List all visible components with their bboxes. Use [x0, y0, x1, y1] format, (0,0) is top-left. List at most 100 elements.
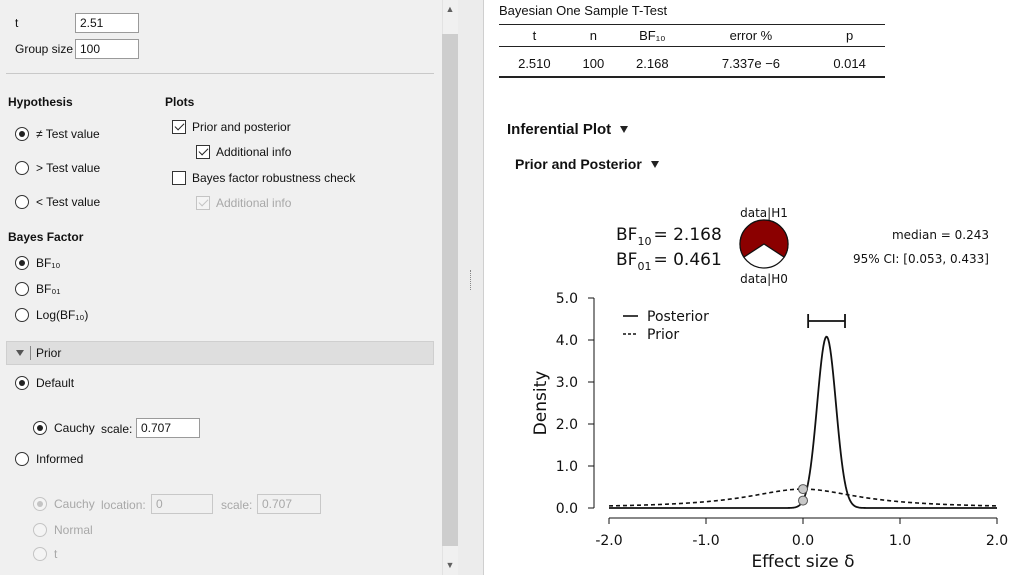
radio-indicator[interactable] [33, 523, 47, 537]
y-tick-label: 3.0 [556, 375, 578, 391]
divider [6, 73, 434, 74]
radio-label: < Test value [36, 195, 101, 209]
t-distribution-radio[interactable]: t [33, 547, 57, 561]
prior-posterior-checkbox[interactable]: Prior and posterior [172, 120, 291, 134]
checkbox-indicator[interactable] [196, 145, 210, 159]
dropdown-arrow-icon[interactable] [620, 126, 629, 133]
radio-label: BF₁₀ [36, 256, 61, 270]
y-tick-label: 4.0 [556, 333, 578, 349]
location-label: location: [101, 498, 146, 512]
radio-label: Informed [36, 452, 84, 466]
y-tick-label: 2.0 [556, 417, 578, 433]
bayes-factor-title: Bayes Factor [8, 230, 84, 244]
normal-radio[interactable]: Normal [33, 523, 93, 537]
options-panel: t Group size Hypothesis ≠ Test value > T… [0, 0, 442, 575]
bf10-radio[interactable]: BF₁₀ [15, 256, 60, 270]
scroll-down-icon[interactable]: ▼ [445, 560, 455, 570]
radio-label: Log(BF₁₀) [36, 308, 89, 322]
prior-section-header[interactable]: Prior [6, 341, 434, 365]
hypothesis-greater-radio[interactable]: > Test value [15, 161, 100, 175]
hypothesis-not-equal-radio[interactable]: ≠ Test value [15, 127, 100, 141]
additional-info-checkbox[interactable]: Additional info [196, 145, 291, 159]
radio-indicator[interactable] [33, 547, 47, 561]
checkbox-label: Bayes factor robustness check [192, 171, 356, 185]
column-header: n [569, 24, 617, 47]
checkbox-label: Additional info [216, 196, 292, 210]
panel-splitter[interactable] [458, 0, 484, 575]
robustness-additional-info-checkbox[interactable]: Additional info [196, 196, 291, 210]
prior-density-line [608, 488, 998, 507]
y-tick-label: 0.0 [556, 501, 578, 517]
scroll-up-icon[interactable]: ▲ [445, 4, 455, 14]
radio-label: Normal [54, 523, 93, 537]
robustness-checkbox[interactable]: Bayes factor robustness check [172, 171, 355, 185]
x-tick-label: -2.0 [595, 533, 622, 549]
radio-label: ≠ Test value [36, 127, 100, 141]
column-header: p [814, 24, 885, 47]
radio-indicator[interactable] [33, 421, 47, 435]
informed-scale-label: scale: [221, 498, 253, 512]
prior-cauchy-radio[interactable]: Cauchy [33, 421, 95, 435]
results-table: t n BF₁₀ error % p 2.510 100 2.168 7.337… [499, 24, 885, 78]
heading-label: Inferential Plot [507, 121, 612, 138]
plots-title: Plots [165, 95, 195, 109]
informed-cauchy-radio[interactable]: Cauchy [33, 497, 95, 511]
column-header: error % [687, 24, 815, 47]
radio-indicator[interactable] [15, 282, 29, 296]
table-title: Bayesian One Sample T-Test [499, 3, 668, 18]
y-ticks: 0.0 1.0 2.0 3.0 4.0 5.0 [556, 291, 594, 517]
location-input[interactable] [151, 494, 213, 514]
hypothesis-title: Hypothesis [8, 95, 73, 109]
scale-input[interactable] [136, 418, 200, 438]
y-tick-label: 5.0 [556, 291, 578, 307]
table-row: 2.510 100 2.168 7.337e −6 0.014 [499, 46, 885, 78]
checkbox-indicator[interactable] [172, 120, 186, 134]
t-input[interactable] [75, 13, 139, 33]
prior-posterior-plot: BF10 = 2.168 BF01 = 0.461 data|H1 data|H0 … [531, 206, 1008, 572]
pie-slice-h1 [739, 219, 789, 258]
radio-indicator[interactable] [15, 127, 29, 141]
inferential-plot-heading[interactable]: Inferential Plot [507, 121, 629, 138]
radio-label: BF₀₁ [36, 282, 61, 296]
dropdown-arrow-icon[interactable] [650, 160, 659, 168]
y-axis-label: Density [531, 371, 551, 436]
bf01-radio[interactable]: BF₀₁ [15, 282, 60, 296]
x-tick-label: 0.0 [792, 533, 814, 549]
hypothesis-less-radio[interactable]: < Test value [15, 195, 100, 209]
group-size-label: Group size [15, 42, 74, 56]
table-cell: 2.168 [616, 46, 688, 78]
checkbox-indicator[interactable] [196, 196, 210, 210]
table-header-row: t n BF₁₀ error % p [499, 24, 885, 47]
prior-informed-radio[interactable]: Informed [15, 452, 83, 466]
informed-scale-input[interactable] [257, 494, 321, 514]
radio-indicator[interactable] [15, 161, 29, 175]
collapse-triangle-icon[interactable] [16, 350, 24, 356]
scrollbar-thumb[interactable] [442, 34, 458, 546]
x-tick-label: 1.0 [889, 533, 911, 549]
radio-indicator[interactable] [15, 195, 29, 209]
radio-indicator[interactable] [15, 376, 29, 390]
radio-label: Cauchy [54, 421, 95, 435]
prior-header-label: Prior [36, 346, 62, 360]
posterior-at-zero-point [798, 495, 808, 506]
radio-indicator[interactable] [33, 497, 47, 511]
prior-posterior-heading[interactable]: Prior and Posterior [515, 156, 659, 172]
group-size-input[interactable] [75, 39, 139, 59]
table-cell: 7.337e −6 [687, 46, 815, 78]
radio-indicator[interactable] [15, 256, 29, 270]
t-label: t [15, 16, 19, 30]
posterior-density-line [609, 335, 997, 509]
checkbox-label: Prior and posterior [192, 120, 291, 134]
table-cell: 2.510 [499, 46, 570, 78]
log-bf10-radio[interactable]: Log(BF₁₀) [15, 308, 88, 322]
heading-label: Prior and Posterior [515, 156, 642, 172]
scale-label: scale: [101, 422, 133, 436]
divider [30, 346, 31, 360]
splitter-grip-icon[interactable] [470, 270, 472, 290]
prior-default-radio[interactable]: Default [15, 376, 74, 390]
table-cell: 0.014 [814, 46, 885, 78]
x-axis-label: Effect size δ [751, 552, 854, 572]
radio-indicator[interactable] [15, 308, 29, 322]
checkbox-indicator[interactable] [172, 171, 186, 185]
radio-indicator[interactable] [15, 452, 29, 466]
